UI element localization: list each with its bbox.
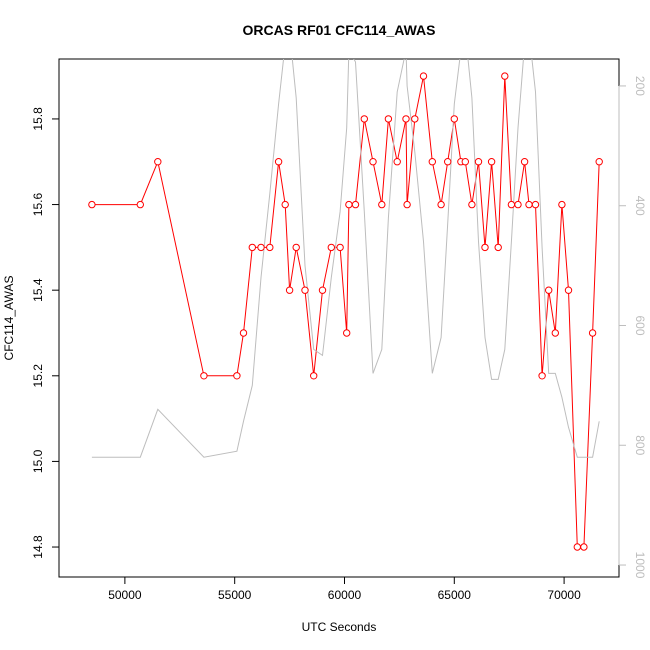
data-point: [343, 329, 351, 337]
data-point: [403, 200, 411, 209]
data-point: [384, 115, 393, 123]
data-point: [538, 372, 546, 380]
data-point: [281, 200, 289, 209]
y-axis-label: CFC114_AWAS: [2, 276, 16, 361]
data-point: [327, 243, 335, 252]
x-tick-label: 65000: [438, 588, 472, 602]
y2-tick-label: 600: [633, 315, 647, 335]
y-axis-left: 14.8 15.0 15.2 15.4 15.6 15.8: [31, 107, 60, 559]
pressure-line: [91, 59, 600, 458]
data-point: [274, 158, 283, 166]
y2-tick-label: 800: [633, 435, 647, 455]
y2-tick-label: 1000: [633, 552, 647, 579]
data-point: [573, 543, 581, 551]
series-layer: [91, 59, 600, 548]
data-point: [419, 72, 428, 80]
data-point: [558, 200, 566, 209]
data-point: [248, 243, 257, 252]
data-point: [393, 158, 401, 166]
data-point: [360, 115, 368, 123]
chart-title: ORCAS RF01 CFC114_AWAS: [243, 22, 436, 38]
data-point: [292, 243, 300, 252]
data-point: [487, 158, 496, 166]
data-point: [437, 200, 445, 209]
data-point: [501, 72, 509, 80]
y2-tick-label: 400: [633, 196, 647, 216]
data-point: [450, 115, 458, 123]
y-tick-label: 15.4: [31, 278, 45, 302]
data-point: [444, 158, 452, 166]
data-point: [468, 200, 476, 209]
data-point: [154, 158, 162, 166]
y-tick-label: 15.8: [31, 107, 45, 131]
data-point: [545, 286, 553, 294]
x-tick-label: 50000: [108, 588, 142, 602]
data-point: [88, 200, 96, 209]
plot-frame: [58, 58, 620, 578]
data-point: [551, 329, 559, 337]
data-point: [531, 200, 540, 209]
data-point: [266, 243, 274, 252]
data-point: [239, 329, 248, 337]
data-point: [411, 115, 419, 123]
data-point: [507, 200, 516, 209]
y-axis-right: 200 400 600 800 1000: [618, 76, 647, 579]
data-point: [580, 543, 588, 551]
data-point: [369, 158, 377, 166]
x-tick-label: 60000: [328, 588, 362, 602]
x-axis: 50000 55000 60000 65000 70000: [108, 576, 581, 602]
data-point: [481, 243, 489, 252]
data-point: [345, 200, 353, 209]
y2-tick-label: 200: [633, 76, 647, 96]
data-point: [351, 200, 360, 209]
data-point: [200, 372, 208, 380]
data-point: [402, 115, 410, 123]
data-point: [588, 329, 597, 337]
data-point: [494, 243, 502, 252]
data-point: [285, 286, 294, 294]
data-point: [378, 200, 386, 209]
data-point: [474, 158, 483, 166]
data-point: [461, 158, 469, 166]
x-tick-label: 70000: [547, 588, 581, 602]
y-tick-label: 15.2: [31, 364, 45, 388]
data-point: [595, 158, 603, 166]
y-tick-label: 15.0: [31, 449, 45, 473]
data-point: [310, 372, 318, 380]
data-point: [233, 372, 241, 380]
y-tick-label: 14.8: [31, 535, 45, 559]
data-point: [525, 200, 533, 209]
x-axis-label: UTC Seconds: [302, 620, 377, 634]
data-point: [564, 286, 573, 294]
data-point: [136, 200, 145, 209]
data-point: [514, 200, 522, 209]
marker-layer: [88, 72, 603, 551]
x-tick-label: 55000: [218, 588, 252, 602]
data-point: [318, 286, 327, 294]
y-tick-label: 15.6: [31, 193, 45, 217]
data-point: [257, 243, 265, 252]
data-point: [520, 158, 529, 166]
data-point: [428, 158, 436, 166]
data-point: [336, 243, 344, 252]
data-point: [301, 286, 309, 294]
